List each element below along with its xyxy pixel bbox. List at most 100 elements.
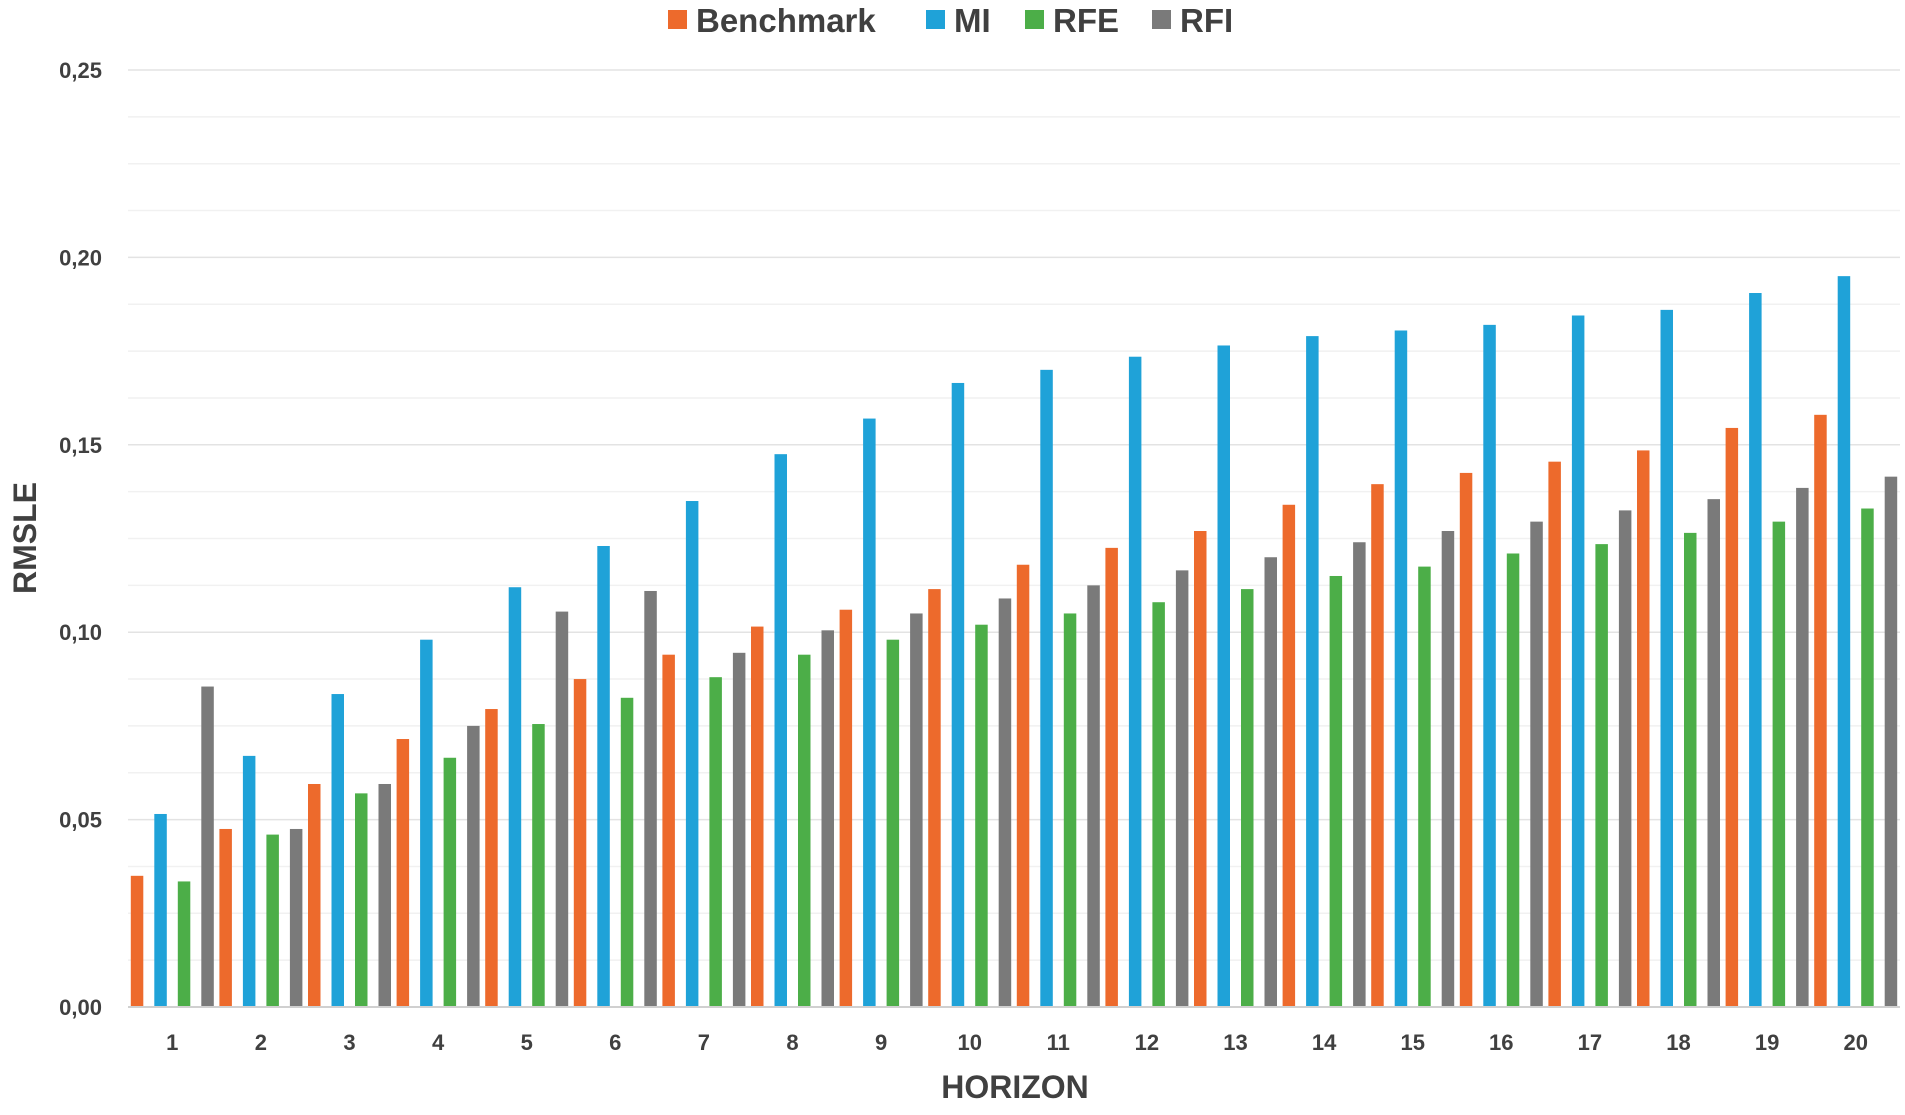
legend: Benchmark MI RFE RFI [668, 2, 1233, 39]
bars [130, 276, 1898, 1008]
bar-rfi-10 [998, 598, 1012, 1007]
bar-mi-5 [508, 587, 522, 1007]
bar-rfe-12 [1152, 602, 1165, 1007]
bar-rfe-10 [975, 624, 988, 1007]
bar-rfe-19 [1772, 521, 1786, 1007]
bar-rfe-5 [532, 724, 545, 1007]
bar-rfe-6 [620, 697, 634, 1007]
bar-benchmark-1 [130, 875, 144, 1007]
bar-rfi-5 [555, 611, 569, 1007]
x-tick-label: 11 [1047, 1030, 1070, 1055]
bar-benchmark-18 [1637, 450, 1650, 1007]
bar-benchmark-9 [839, 609, 853, 1007]
x-tick-label: 16 [1489, 1030, 1513, 1055]
legend-label-rfi: RFI [1180, 2, 1233, 39]
x-tick-label: 13 [1223, 1030, 1247, 1055]
bar-rfi-11 [1087, 585, 1100, 1007]
bar-rfi-6 [644, 590, 657, 1007]
bar-rfi-1 [201, 686, 214, 1007]
bar-benchmark-2 [219, 828, 232, 1007]
bar-mi-10 [951, 382, 965, 1007]
bar-rfi-8 [821, 630, 834, 1007]
bar-rfi-2 [289, 828, 303, 1007]
bar-mi-4 [420, 639, 433, 1007]
x-tick-label: 17 [1578, 1030, 1602, 1055]
bar-mi-19 [1749, 293, 1762, 1008]
bar-rfi-14 [1353, 542, 1366, 1007]
legend-swatch-rfe [1025, 10, 1044, 29]
bar-rfe-20 [1861, 508, 1874, 1007]
bar-mi-13 [1217, 345, 1230, 1007]
bar-rfe-13 [1241, 589, 1254, 1007]
bar-rfi-7 [732, 652, 746, 1007]
x-tick-label: 18 [1666, 1030, 1690, 1055]
bar-rfe-1 [177, 881, 191, 1007]
x-tick-label: 3 [343, 1030, 355, 1055]
x-tick-label: 15 [1400, 1030, 1424, 1055]
bar-rfi-13 [1264, 557, 1277, 1007]
legend-swatch-mi [926, 10, 945, 29]
bar-rfe-2 [266, 834, 279, 1007]
bar-benchmark-16 [1459, 472, 1473, 1007]
bar-rfe-11 [1063, 613, 1077, 1007]
legend-label-benchmark: Benchmark [696, 2, 876, 39]
x-axis-title: HORIZON [941, 1069, 1089, 1105]
x-tick-label: 20 [1843, 1030, 1867, 1055]
bar-rfi-20 [1884, 476, 1898, 1008]
bar-rfe-17 [1595, 544, 1608, 1007]
bar-benchmark-12 [1105, 547, 1118, 1007]
y-tick-label: 0,00 [59, 995, 102, 1020]
bar-mi-15 [1394, 330, 1408, 1008]
x-tick-label: 14 [1312, 1030, 1337, 1055]
y-tick-label: 0,20 [59, 245, 102, 270]
x-tick-label: 5 [521, 1030, 533, 1055]
x-tick-label: 7 [698, 1030, 710, 1055]
bar-benchmark-7 [662, 654, 675, 1007]
bar-mi-17 [1571, 315, 1585, 1007]
bar-rfi-17 [1618, 510, 1632, 1007]
bar-benchmark-13 [1194, 531, 1207, 1007]
bar-mi-6 [597, 545, 610, 1007]
bar-benchmark-17 [1548, 461, 1561, 1007]
y-tick-label: 0,25 [59, 58, 102, 83]
axes: 0,000,050,100,150,200,251 2 3 4 5 6 7 8 9 10 11 12 1… [59, 58, 1900, 1055]
bar-rfi-16 [1530, 521, 1543, 1007]
legend-swatch-rfi [1152, 10, 1171, 29]
bar-benchmark-5 [485, 709, 498, 1007]
bar-rfi-9 [910, 613, 923, 1007]
bar-rfe-14 [1329, 575, 1343, 1007]
bar-mi-18 [1660, 309, 1673, 1007]
bar-rfe-18 [1684, 532, 1697, 1007]
bar-mi-20 [1837, 276, 1851, 1007]
x-tick-label: 4 [432, 1030, 445, 1055]
bar-rfi-12 [1175, 570, 1189, 1007]
bar-benchmark-6 [573, 679, 587, 1007]
bar-benchmark-4 [396, 739, 410, 1007]
bar-mi-11 [1040, 369, 1053, 1008]
legend-label-mi: MI [954, 2, 991, 39]
bar-benchmark-3 [308, 783, 321, 1007]
x-tick-label: 10 [957, 1030, 981, 1055]
bar-rfe-8 [798, 654, 811, 1007]
bar-mi-7 [685, 501, 699, 1007]
x-tick-label: 12 [1135, 1030, 1159, 1055]
bar-benchmark-19 [1725, 427, 1739, 1008]
bar-rfe-15 [1418, 566, 1431, 1007]
x-tick-label: 6 [609, 1030, 621, 1055]
bar-benchmark-14 [1282, 504, 1296, 1007]
bar-mi-8 [774, 454, 787, 1007]
legend-swatch-benchmark [668, 10, 687, 29]
bar-benchmark-15 [1371, 484, 1384, 1007]
bar-mi-12 [1128, 356, 1142, 1007]
bar-rfi-19 [1796, 487, 1809, 1008]
x-tick-label: 9 [875, 1030, 887, 1055]
bar-mi-2 [242, 755, 256, 1007]
bar-rfi-15 [1441, 531, 1455, 1007]
bar-rfe-4 [443, 757, 457, 1007]
bar-rfe-3 [355, 793, 368, 1007]
y-tick-label: 0,05 [59, 808, 102, 833]
bar-mi-9 [863, 418, 876, 1008]
x-tick-label: 19 [1755, 1030, 1779, 1055]
bar-mi-1 [154, 813, 167, 1007]
y-tick-label: 0,15 [59, 433, 102, 458]
